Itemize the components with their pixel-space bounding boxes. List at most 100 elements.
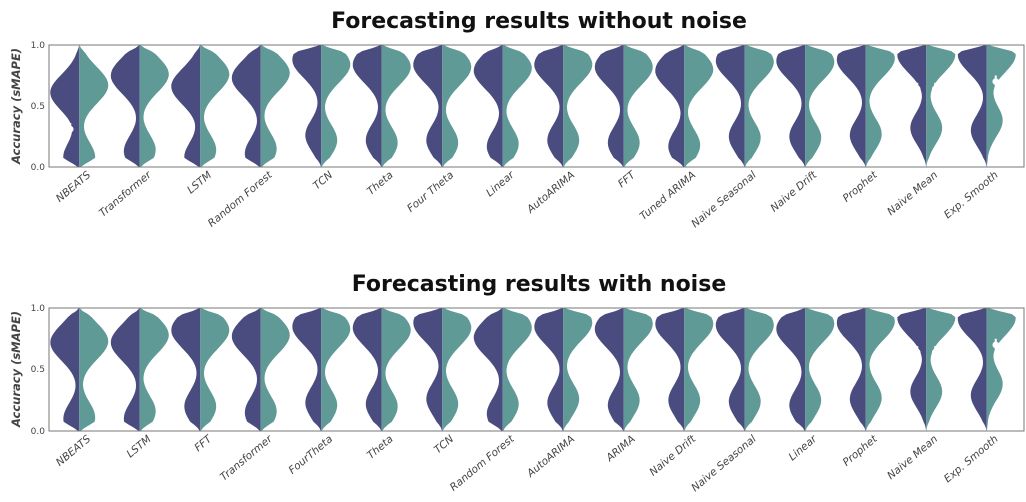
mean-point	[84, 374, 92, 382]
mean-point	[205, 363, 213, 371]
mean-point	[550, 97, 558, 105]
violin-left-half	[715, 308, 745, 431]
violin-left-half	[957, 45, 987, 167]
violin-right-half	[442, 308, 472, 431]
violin-right-half	[442, 45, 472, 167]
y-tick-label: 1.0	[31, 304, 46, 314]
x-tick-label: Prophet	[841, 433, 881, 469]
mean-point	[66, 376, 74, 383]
mean-point	[266, 106, 274, 113]
mean-point	[792, 94, 800, 101]
violin-left-half	[413, 45, 443, 167]
violin-right-half	[623, 45, 653, 167]
violin-right-half	[563, 308, 593, 431]
mean-point	[931, 85, 939, 93]
mean-point	[913, 85, 921, 93]
mean-point	[611, 362, 619, 370]
violin-left-half	[594, 308, 624, 431]
x-tick-label: Theta	[365, 433, 396, 462]
x-tick-label: Naive Drift	[768, 169, 820, 215]
violin-left-half	[836, 45, 866, 167]
plot-frame	[48, 307, 1025, 432]
violin-right-half	[260, 45, 290, 167]
mean-point	[732, 94, 740, 101]
chart-panel-with-noise: Forecasting results with noise Accuracy …	[9, 272, 1025, 494]
y-tick-label: 0.5	[31, 365, 45, 375]
violin-right-half	[79, 45, 109, 167]
violin-right-half	[200, 308, 230, 431]
mean-point	[508, 361, 516, 368]
mean-point	[387, 100, 395, 107]
x-tick-label: AutoARIMA	[524, 169, 577, 216]
mean-point	[671, 357, 679, 365]
mean-point	[248, 111, 256, 118]
violin-left-half	[171, 45, 201, 167]
x-tick-label: Transformer	[97, 169, 154, 220]
violin-left-half	[957, 308, 987, 431]
violin-right-half	[381, 308, 411, 431]
violin-marks	[50, 45, 1016, 167]
violin-left-half	[897, 308, 927, 431]
violin-right-half	[986, 45, 1016, 167]
mean-point	[810, 357, 818, 365]
mean-point	[750, 358, 758, 366]
mean-point	[145, 107, 153, 115]
mean-point	[792, 362, 800, 370]
x-tick-label: Naive Drift	[647, 433, 699, 479]
violin-right-half	[865, 308, 895, 431]
x-tick-label: LSTM	[185, 169, 214, 196]
violin-left-half	[655, 45, 685, 167]
mean-point	[550, 360, 558, 367]
mean-point	[369, 361, 377, 368]
mean-point	[387, 363, 395, 371]
violin-left-half	[292, 45, 322, 167]
violin-right-half	[200, 45, 230, 167]
chart-title: Forecasting results with noise	[352, 272, 727, 297]
y-tick-label: 1.0	[31, 41, 46, 51]
violin-right-half	[926, 308, 956, 431]
x-tick-label: Random Forest	[448, 433, 518, 494]
mean-point	[750, 95, 758, 102]
mean-point	[629, 357, 637, 365]
mean-point	[689, 102, 697, 110]
violin-right-half	[805, 45, 835, 167]
violin-right-half	[684, 308, 714, 431]
plot-frame	[48, 44, 1025, 168]
x-tick-label: Random Forest	[206, 169, 276, 230]
chart-panel-without-noise: Forecasting results without noise Accura…	[9, 9, 1025, 230]
x-tick-label: TCN	[311, 169, 335, 192]
mean-point	[810, 95, 818, 102]
mean-point	[127, 108, 135, 116]
violin-right-half	[260, 308, 290, 431]
x-tick-label: Exp. Smooth	[942, 169, 1001, 221]
mean-point	[308, 92, 316, 100]
violin-left-half	[50, 308, 80, 431]
mean-point	[992, 78, 1000, 85]
violin-marks	[50, 308, 1016, 431]
violin-left-half	[231, 45, 261, 167]
mean-point	[931, 348, 939, 356]
y-axis-label: Accuracy (sMAPE)	[9, 311, 23, 428]
violin-right-half	[926, 45, 956, 167]
mean-point	[447, 361, 455, 368]
violin-left-half	[231, 308, 261, 431]
x-tick-label: FFT	[616, 168, 639, 190]
mean-point	[187, 119, 195, 127]
violin-left-half	[473, 45, 503, 167]
mean-point	[629, 100, 637, 107]
mean-point	[611, 100, 619, 107]
violin-left-half	[352, 308, 382, 431]
x-tick-label: LSTM	[125, 433, 154, 460]
x-tick-label: FourTheta	[286, 433, 335, 477]
violin-left-half	[50, 45, 80, 167]
mean-point	[205, 107, 213, 115]
violin-right-half	[321, 45, 351, 167]
x-tick-label: Transformer	[218, 433, 275, 484]
x-tick-label: Naive Mean	[885, 433, 940, 482]
violin-left-half	[292, 308, 322, 431]
x-tick-label: Four Theta	[405, 169, 456, 215]
violin-left-half	[776, 45, 806, 167]
violin-left-half	[110, 308, 140, 431]
